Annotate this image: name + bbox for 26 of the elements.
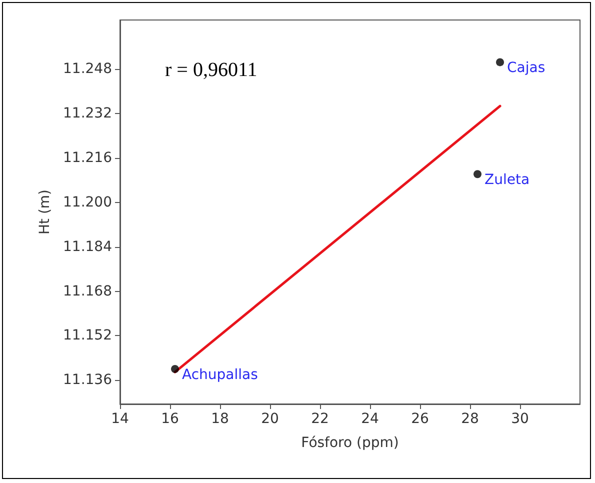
x-tick-label: 30 xyxy=(511,411,529,427)
y-tick-label: 11.136 xyxy=(63,372,112,388)
annotation: r = 0,96011 xyxy=(165,59,258,81)
y-tick-label: 11.184 xyxy=(63,238,112,255)
x-tick-label: 26 xyxy=(411,411,429,427)
x-tick-label: 20 xyxy=(261,411,279,427)
y-tick-label: 11.200 xyxy=(63,194,112,210)
x-tick-label: 22 xyxy=(311,411,329,427)
x-tick-label: 28 xyxy=(461,411,479,427)
y-tick-label: 11.248 xyxy=(63,61,112,78)
y-tick-label: 11.216 xyxy=(63,150,112,166)
point xyxy=(171,365,179,374)
annotation: Cajas xyxy=(507,60,546,76)
point xyxy=(496,58,504,66)
y-tick-label: 11.168 xyxy=(63,283,112,300)
x-tick-label: 14 xyxy=(111,411,129,427)
y-tick-label: 11.232 xyxy=(63,106,112,122)
point xyxy=(474,170,482,178)
x-tick-label: 24 xyxy=(361,411,379,427)
x-tick-label: 18 xyxy=(211,411,229,427)
annotation: Zuleta xyxy=(484,172,530,188)
y-tick-label: 11.152 xyxy=(63,328,112,344)
x-tick-label: 16 xyxy=(161,411,179,427)
y-axis-title: Ht (m) xyxy=(37,189,54,235)
annotation: Achupallas xyxy=(182,367,258,384)
x-axis-title: Fósforo (ppm) xyxy=(301,435,399,451)
